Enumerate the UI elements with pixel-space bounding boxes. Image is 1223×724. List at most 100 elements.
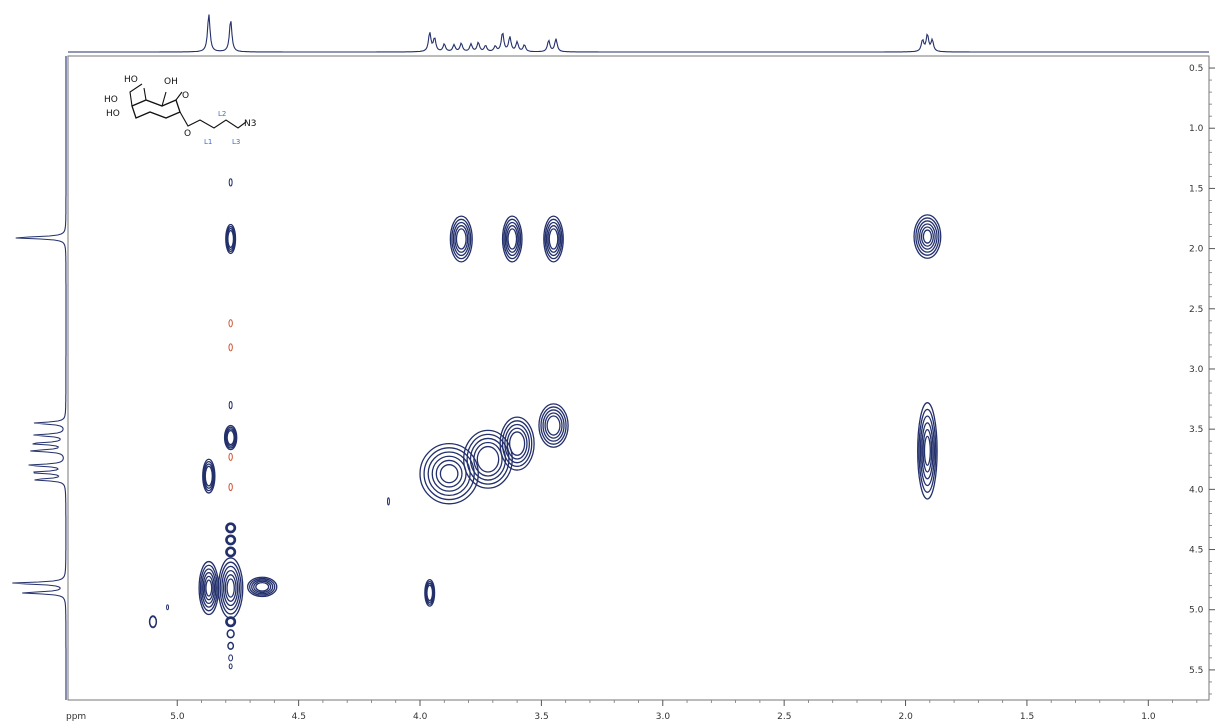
contour-level xyxy=(226,547,235,557)
y-tick-label: 3.5 xyxy=(1189,425,1203,435)
structure-label-ho-1: HO xyxy=(104,95,118,105)
contour-level xyxy=(225,428,236,447)
contour-level xyxy=(546,415,561,436)
contour-level xyxy=(228,663,233,670)
cross-peak xyxy=(499,416,535,471)
contour-level xyxy=(201,568,217,608)
cross-peak xyxy=(228,654,234,662)
cross-peak xyxy=(386,497,390,506)
cross-peak xyxy=(228,343,233,352)
contour-level xyxy=(386,497,390,506)
y-tick-label: 4.0 xyxy=(1189,485,1204,495)
cross-peak xyxy=(225,522,237,534)
contour-level xyxy=(225,523,236,533)
y-tick-label: 4.5 xyxy=(1189,546,1203,556)
contour-level xyxy=(228,319,233,328)
contour-level xyxy=(202,572,216,605)
contour-level xyxy=(227,629,235,638)
x-tick-label: 4.5 xyxy=(292,712,306,722)
contour-level xyxy=(538,403,569,448)
contour-level xyxy=(918,223,936,250)
cross-peak xyxy=(424,578,436,607)
contour-level xyxy=(506,427,528,460)
contour-level xyxy=(548,228,559,250)
y-tick-label: 3.0 xyxy=(1189,365,1204,375)
contour-level xyxy=(219,561,242,615)
contour-level xyxy=(225,534,237,546)
contour-level xyxy=(424,578,436,607)
contour-level xyxy=(504,423,531,464)
contour-level xyxy=(543,215,564,263)
contour-level xyxy=(225,616,237,628)
f1-projection-trace xyxy=(12,56,67,700)
contour-level xyxy=(225,522,237,534)
cross-peak xyxy=(463,429,513,489)
x-tick-label: 2.5 xyxy=(777,712,791,722)
structure-label-ring-o: O xyxy=(182,91,189,101)
contour-level xyxy=(466,433,510,485)
contour-level xyxy=(228,400,233,410)
cross-peak xyxy=(223,424,238,451)
contour-level xyxy=(423,447,475,501)
contour-level xyxy=(542,409,565,442)
contour-level xyxy=(469,437,507,481)
contour-level xyxy=(228,178,233,187)
contour-level xyxy=(225,223,237,255)
structure-label-l3: L3 xyxy=(232,138,240,146)
cross-peak xyxy=(226,629,235,639)
cross-peak xyxy=(419,442,479,505)
f1-projection-spectrum xyxy=(12,56,67,700)
y-tick-label: 1.5 xyxy=(1189,184,1203,194)
contour-level xyxy=(504,221,520,257)
contour-level xyxy=(253,580,272,594)
cross-peak xyxy=(198,560,220,616)
structure-label-ether-o: O xyxy=(184,129,191,139)
cross-peak xyxy=(449,215,473,263)
structure-label-oh: OH xyxy=(164,77,178,87)
cross-peak xyxy=(228,452,233,461)
contour-level xyxy=(226,535,235,545)
contour-level xyxy=(225,535,236,545)
contour-level xyxy=(501,215,523,263)
cross-peak xyxy=(228,400,233,410)
cross-peak xyxy=(225,223,237,255)
contour-level xyxy=(540,406,567,445)
contour-level xyxy=(507,228,518,250)
contour-level xyxy=(224,426,237,449)
contour-level xyxy=(913,214,942,259)
contour-level xyxy=(225,547,236,557)
contour-level xyxy=(545,221,562,257)
contour-level xyxy=(544,412,563,439)
contour-level xyxy=(149,616,157,628)
structure-label-l1: L1 xyxy=(204,138,212,146)
chemical-structure-diagram: HO HO HO OH O O N3 L1 L2 L3 xyxy=(104,75,256,146)
contour-level xyxy=(919,415,936,487)
contour-level xyxy=(505,225,519,253)
contour-level xyxy=(225,546,237,558)
contour-level xyxy=(204,465,213,487)
contour-level xyxy=(226,578,235,598)
contour-level xyxy=(922,428,933,473)
contour-level xyxy=(547,225,560,253)
contour-level xyxy=(225,616,236,627)
contour-level xyxy=(228,452,233,461)
cross-peak xyxy=(148,615,158,629)
contour-level xyxy=(148,615,158,629)
x-axis-label: ppm xyxy=(66,712,86,722)
cross-peak xyxy=(538,403,569,448)
cross-peak xyxy=(228,482,233,492)
contour-level xyxy=(224,574,237,602)
contour-level xyxy=(203,575,214,601)
contour-level xyxy=(476,445,500,473)
contour-level xyxy=(455,228,467,250)
contour-level xyxy=(435,459,463,488)
contour-level xyxy=(228,654,234,662)
contour-level xyxy=(249,577,276,596)
contour-level xyxy=(452,221,470,257)
x-tick-label: 3.0 xyxy=(656,712,671,722)
cross-peak xyxy=(501,215,523,263)
y-tick-label: 5.0 xyxy=(1189,606,1204,616)
contour-level xyxy=(501,420,533,468)
cross-peak-contours xyxy=(148,178,942,670)
